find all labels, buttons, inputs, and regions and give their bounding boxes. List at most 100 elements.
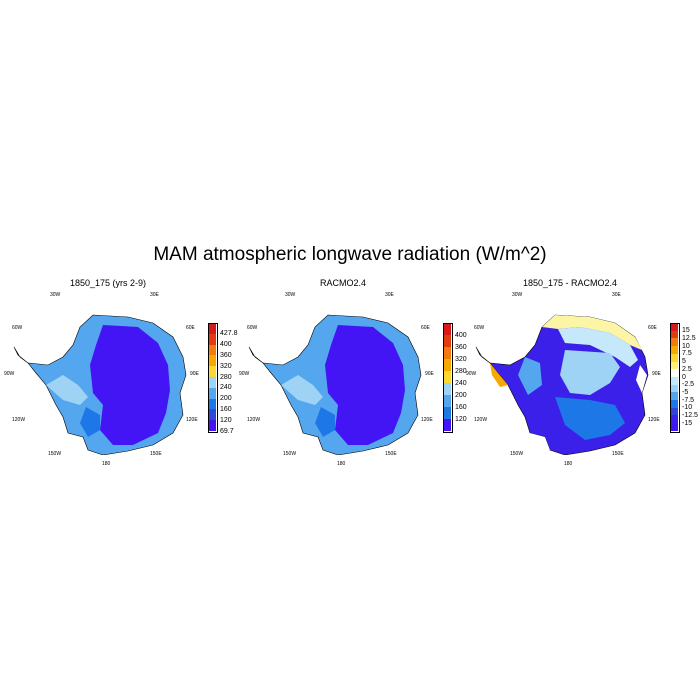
colorbar-segment xyxy=(208,333,216,345)
colorbar-tick-label: 5 xyxy=(682,358,686,366)
colorbar-segment xyxy=(443,323,451,335)
colorbar-segment xyxy=(443,371,451,383)
lon-label-150e: 150E xyxy=(612,451,624,457)
lon-label-60e: 60E xyxy=(186,325,195,331)
antarctica-difference-map xyxy=(475,314,649,455)
colorbar-tick-label: 360 xyxy=(220,351,232,359)
panel-title: 1850_175 (yrs 2-9) xyxy=(69,278,147,288)
lon-label-180: 180 xyxy=(102,461,111,467)
colorbar-segment xyxy=(670,369,678,377)
colorbar-segment xyxy=(670,323,678,331)
colorbar-tick-label: 400 xyxy=(220,341,232,349)
colorbar-tick-label: 360 xyxy=(455,343,467,351)
colorbar-tick-label: 200 xyxy=(220,395,232,403)
colorbar-tick-label: 427.8 xyxy=(220,330,238,338)
colorbar-segment xyxy=(670,384,678,393)
colorbar-frame xyxy=(443,323,453,433)
panel-difference: 1850_175 - RACMO2.4 30W 30E 60W 60E 90W … xyxy=(466,275,698,475)
lon-label-120w: 120W xyxy=(12,417,26,423)
colorbar-tick-label: 320 xyxy=(220,362,232,370)
antarctica-map xyxy=(13,314,187,455)
colorbar-segment xyxy=(443,347,451,359)
colorbar-segment xyxy=(670,392,678,401)
colorbar xyxy=(670,323,680,431)
colorbar-tick-label: -12.5 xyxy=(682,412,698,420)
colorbar-tick-label: 280 xyxy=(220,373,232,381)
panel-title: RACMO2.4 xyxy=(319,278,366,288)
colorbar xyxy=(208,323,218,431)
antarctica-map xyxy=(248,314,422,455)
colorbar-tick-label: 7.5 xyxy=(682,350,692,358)
lon-label-30e: 30E xyxy=(612,292,621,298)
colorbar-segment xyxy=(208,398,216,410)
lon-label-120e: 120E xyxy=(186,417,198,423)
colorbar-tick-label: -5 xyxy=(682,388,689,396)
lon-label-120e: 120E xyxy=(648,417,660,423)
colorbar-segment xyxy=(670,353,678,362)
lon-label-60w: 60W xyxy=(12,325,23,331)
lon-label-150w: 150W xyxy=(48,451,62,457)
lon-label-90e: 90E xyxy=(190,371,199,377)
lon-label-90e: 90E xyxy=(425,371,434,377)
lon-label-180: 180 xyxy=(337,461,346,467)
colorbar-segment xyxy=(670,376,678,385)
colorbar-tick-label: 280 xyxy=(455,367,467,375)
colorbar-segment xyxy=(443,395,451,407)
lon-label-30e: 30E xyxy=(385,292,394,298)
colorbar-frame xyxy=(670,323,680,433)
colorbar-segment xyxy=(208,344,216,356)
lon-label-60w: 60W xyxy=(474,325,485,331)
colorbar-segment xyxy=(208,387,216,399)
lon-label-150e: 150E xyxy=(385,451,397,457)
lon-label-60e: 60E xyxy=(421,325,430,331)
colorbar-segment xyxy=(443,383,451,395)
colorbar-segment xyxy=(208,323,216,334)
colorbar-segment xyxy=(670,423,678,431)
colorbar-segment xyxy=(670,407,678,416)
colorbar-segment xyxy=(208,409,216,421)
colorbar-tick-label: 2.5 xyxy=(682,365,692,373)
panel-model: 1850_175 (yrs 2-9) 30W 30E 60W 60E 90W 9… xyxy=(4,275,238,475)
colorbar-tick-label: 120 xyxy=(220,416,232,424)
colorbar-segment xyxy=(208,366,216,377)
colorbar-tick-label: 400 xyxy=(455,331,467,339)
lon-label-30w: 30W xyxy=(512,292,523,298)
lon-label-120e: 120E xyxy=(421,417,433,423)
colorbar-tick-label: 320 xyxy=(455,355,467,363)
colorbar-tick-label: 69.7 xyxy=(220,427,234,435)
page-title: MAM atmospheric longwave radiation (W/m^… xyxy=(153,244,547,265)
colorbar-segment xyxy=(443,407,451,419)
lon-label-150e: 150E xyxy=(150,451,162,457)
panel-title: 1850_175 - RACMO2.4 xyxy=(522,278,618,288)
lon-label-120w: 120W xyxy=(247,417,261,423)
colorbar-tick-label: 240 xyxy=(220,384,232,392)
colorbar-segment xyxy=(208,420,216,431)
colorbar-segment xyxy=(670,330,678,339)
lon-label-120w: 120W xyxy=(474,417,488,423)
colorbar-frame xyxy=(208,323,218,433)
lon-label-90w: 90W xyxy=(4,371,15,377)
lon-label-90w: 90W xyxy=(239,371,250,377)
colorbar-segment xyxy=(670,346,678,354)
lon-label-60w: 60W xyxy=(247,325,258,331)
colorbar-segment xyxy=(443,335,451,347)
colorbar-segment xyxy=(443,419,451,431)
colorbar-segment xyxy=(670,400,678,408)
colorbar-segment xyxy=(208,376,216,388)
colorbar xyxy=(443,323,453,431)
lon-label-60e: 60E xyxy=(648,325,657,331)
colorbar-tick-label: 120 xyxy=(455,415,467,423)
panel-racmo: RACMO2.4 30W 30E 60W 60E 90W 90E 120W 12… xyxy=(239,275,471,475)
colorbar-tick-label: -10 xyxy=(682,404,693,412)
colorbar-tick-label: 0 xyxy=(682,373,686,381)
colorbar-tick-label: 10 xyxy=(682,342,690,350)
colorbar-tick-label: 200 xyxy=(455,391,467,399)
colorbar-segment xyxy=(670,415,678,424)
lon-label-30e: 30E xyxy=(150,292,159,298)
lon-label-150w: 150W xyxy=(283,451,297,457)
lon-label-150w: 150W xyxy=(510,451,524,457)
colorbar-tick-label: -2.5 xyxy=(682,381,695,389)
colorbar-segment xyxy=(208,355,216,367)
lon-label-180: 180 xyxy=(564,461,573,467)
colorbar-tick-label: 12.5 xyxy=(682,334,696,342)
